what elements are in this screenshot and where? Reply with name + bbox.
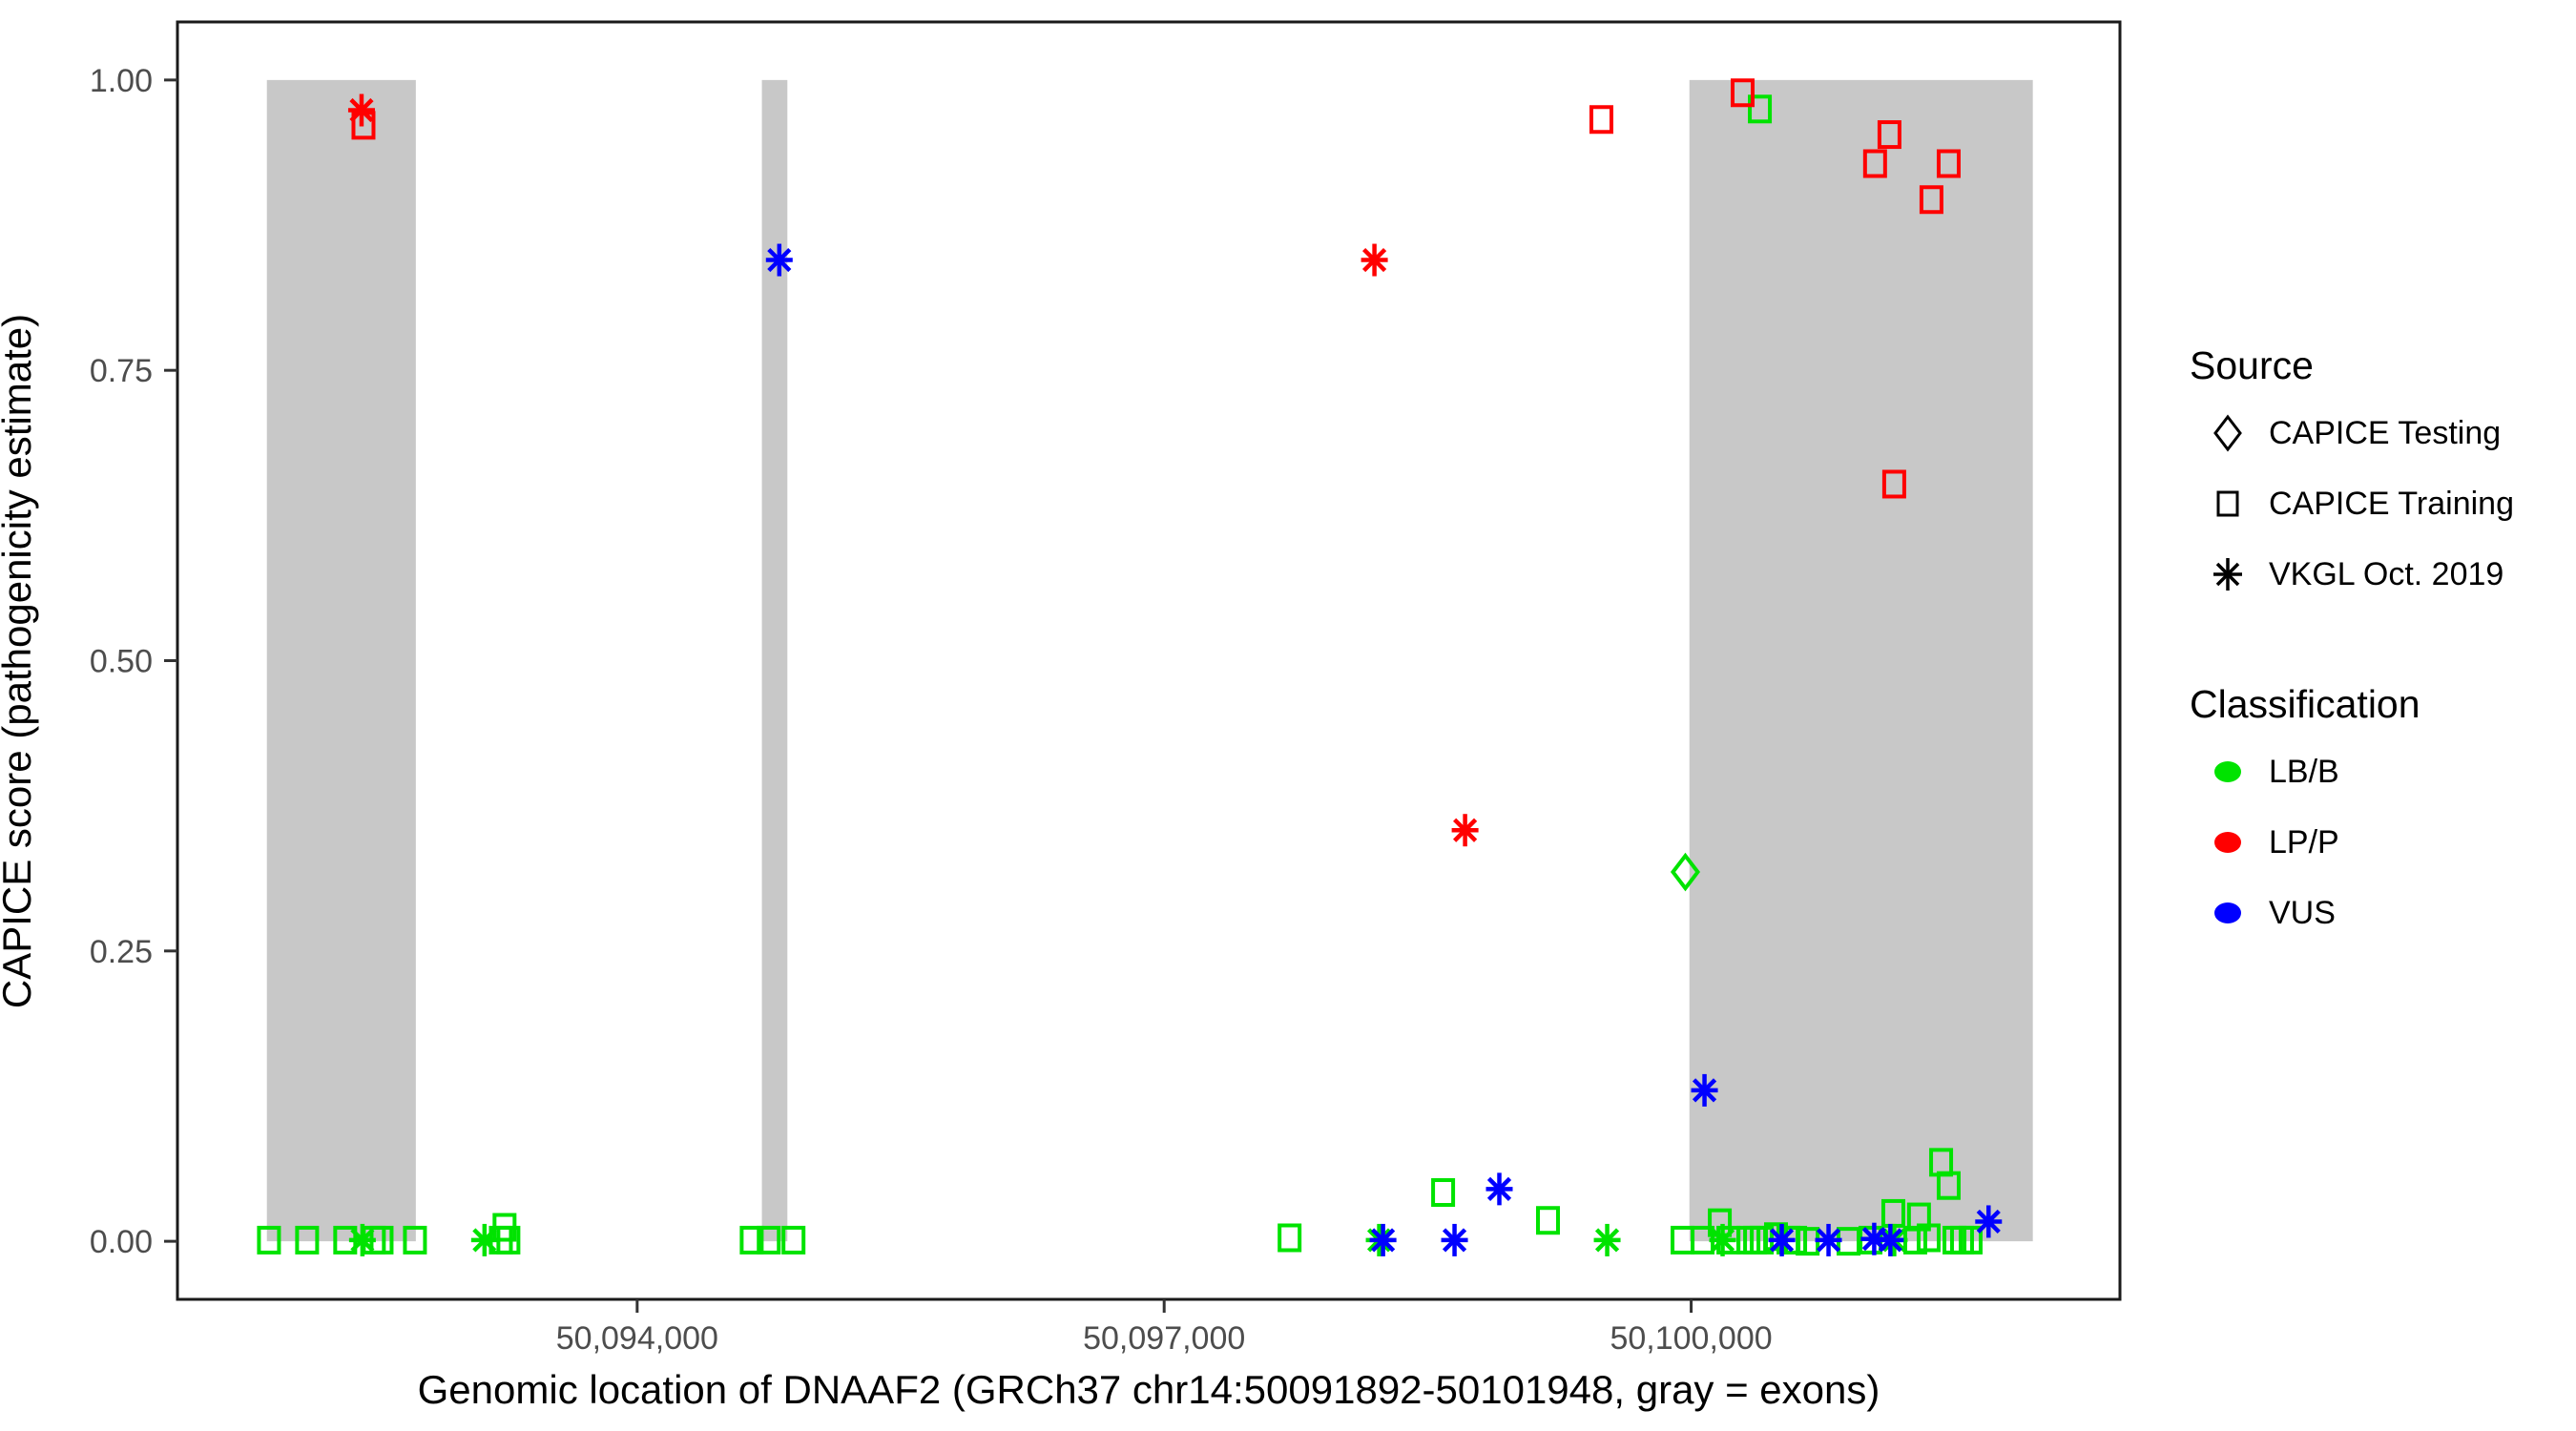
exon-rect xyxy=(761,79,788,1242)
data-point xyxy=(1589,105,1613,135)
data-point xyxy=(1919,185,1943,215)
legend-item-lbb: LB/B xyxy=(2206,736,2566,807)
lpp-dot-icon xyxy=(2214,832,2241,853)
legend-label: LP/P xyxy=(2269,823,2339,861)
legend-item-lpp: LP/P xyxy=(2206,807,2566,878)
data-point xyxy=(1862,149,1887,178)
lbb-dot-icon xyxy=(2214,761,2241,782)
data-point xyxy=(351,111,376,140)
x-tick-label: 50,100,000 xyxy=(1610,1320,1772,1357)
legend-item-vkgl: VKGL Oct. 2019 xyxy=(2206,539,2566,610)
data-point xyxy=(1881,469,1906,499)
legend-item-vus: VUS xyxy=(2206,878,2566,948)
data-point xyxy=(1485,1172,1513,1206)
data-point xyxy=(1916,1223,1941,1253)
y-axis-title: CAPICE score (pathogenicity estimate) xyxy=(0,313,39,1009)
data-point xyxy=(1369,1223,1397,1256)
data-point xyxy=(1593,1223,1621,1256)
legend-label: LB/B xyxy=(2269,753,2339,790)
y-tick-label: 1.00 xyxy=(90,63,153,99)
data-point xyxy=(295,1225,320,1255)
x-axis-title: Genomic location of DNAAF2 (GRCh37 chr14… xyxy=(417,1367,1880,1412)
data-point xyxy=(1731,78,1755,108)
data-point xyxy=(1441,1223,1468,1256)
data-point xyxy=(257,1225,281,1255)
vus-dot-icon xyxy=(2214,902,2241,923)
data-point xyxy=(739,1225,764,1255)
legend-label: CAPICE Testing xyxy=(2269,414,2502,451)
asterisk-icon xyxy=(2213,558,2242,591)
y-tick-label: 0.50 xyxy=(90,644,153,680)
y-tick-label: 0.75 xyxy=(90,353,153,389)
legend-classification-title: Classification xyxy=(2190,682,2420,726)
data-point xyxy=(781,1225,806,1255)
data-point xyxy=(1768,1223,1796,1256)
data-point xyxy=(1815,1223,1842,1256)
data-point xyxy=(403,1225,427,1255)
y-tick-label: 0.25 xyxy=(90,934,153,970)
data-point xyxy=(496,1225,521,1255)
data-point xyxy=(1748,94,1773,124)
data-point xyxy=(1877,120,1901,150)
data-point xyxy=(369,1225,394,1255)
data-point xyxy=(1936,1171,1961,1200)
data-point xyxy=(1958,1225,1983,1255)
data-point xyxy=(1278,1223,1302,1253)
data-point xyxy=(1361,243,1388,277)
y-tick-label: 0.00 xyxy=(90,1224,153,1260)
legend-label: CAPICE Training xyxy=(2269,485,2514,522)
data-point xyxy=(1975,1205,2003,1238)
data-point xyxy=(1536,1206,1561,1235)
x-tick-label: 50,097,000 xyxy=(1083,1320,1245,1357)
legend: Source CAPICE Testing CAPICE Training xyxy=(2166,343,2566,948)
legend-label: VUS xyxy=(2269,894,2336,931)
data-point xyxy=(1877,1223,1904,1256)
data-point xyxy=(1936,149,1961,178)
exon-rect xyxy=(1689,79,2033,1242)
legend-item-capice-training: CAPICE Training xyxy=(2206,468,2566,539)
data-point xyxy=(1670,852,1701,892)
legend-item-capice-testing: CAPICE Testing xyxy=(2206,398,2566,468)
x-tick-label: 50,094,000 xyxy=(556,1320,718,1357)
diamond-icon xyxy=(2213,414,2242,452)
data-point xyxy=(757,1225,781,1255)
exon-rect xyxy=(266,79,416,1242)
data-point xyxy=(1451,814,1479,847)
data-point xyxy=(765,243,793,277)
data-point xyxy=(1691,1073,1718,1107)
legend-label: VKGL Oct. 2019 xyxy=(2269,555,2504,592)
legend-source-title: Source xyxy=(2190,343,2314,387)
square-icon xyxy=(2216,490,2239,517)
data-point xyxy=(1431,1178,1456,1208)
data-point xyxy=(347,93,375,127)
